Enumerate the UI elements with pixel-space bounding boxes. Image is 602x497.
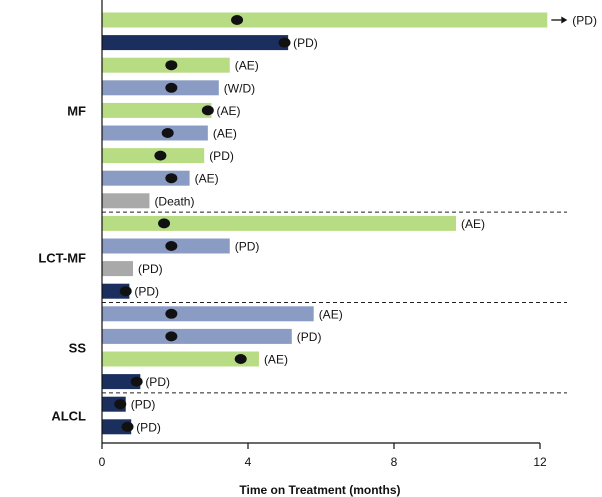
group-label: ALCL — [51, 409, 86, 424]
bar — [102, 193, 150, 209]
bar — [102, 148, 205, 164]
outcome-label: (AE) — [264, 353, 288, 367]
outcome-label: (PD) — [131, 398, 156, 412]
x-axis: 0 4 8 12 — [99, 442, 547, 469]
response-marker — [119, 286, 132, 297]
response-marker — [165, 241, 178, 251]
x-tick-label: 0 — [99, 455, 106, 469]
outcome-label: (PD) — [138, 262, 163, 276]
response-marker — [165, 173, 178, 184]
bar — [102, 102, 212, 118]
outcome-label: (AE) — [213, 127, 237, 141]
bar — [102, 374, 141, 390]
response-marker — [165, 82, 178, 93]
response-marker — [278, 37, 291, 48]
bar — [102, 125, 208, 141]
group-label: LCT-MF — [38, 250, 86, 265]
ongoing-arrowhead — [561, 16, 568, 24]
outcome-label: (W/D) — [224, 81, 255, 95]
response-marker — [165, 60, 178, 71]
response-marker — [201, 105, 214, 116]
response-marker — [121, 421, 134, 432]
response-marker — [165, 331, 178, 342]
response-marker — [161, 128, 174, 138]
outcome-label: (PD) — [145, 375, 170, 389]
bar — [102, 351, 259, 367]
response-marker — [154, 150, 167, 161]
outcome-label: (PD) — [235, 240, 260, 254]
outcome-label: (PD) — [293, 36, 318, 50]
group-label: MF — [67, 103, 86, 118]
outcome-label: (Death) — [154, 194, 194, 208]
x-axis-title: Time on Treatment (months) — [239, 483, 400, 497]
x-tick-label: 4 — [245, 455, 252, 469]
bar — [102, 80, 219, 96]
bar — [102, 35, 289, 51]
response-marker — [114, 399, 127, 410]
bar — [102, 328, 292, 344]
outcome-label: (PD) — [134, 285, 159, 299]
group-labels: MF LCT-MF SS ALCL — [38, 103, 86, 423]
group-dividers — [102, 211, 567, 394]
response-marker — [231, 15, 244, 25]
bars — [102, 12, 548, 435]
markers — [114, 15, 291, 432]
bar — [102, 12, 548, 28]
outcome-label: (AE) — [235, 59, 259, 73]
response-marker — [130, 376, 143, 387]
response-marker — [234, 354, 247, 364]
response-marker — [165, 308, 178, 319]
bar — [102, 215, 457, 231]
outcome-label: (PD) — [297, 330, 322, 344]
outcome-label: (PD) — [572, 14, 597, 28]
x-tick-label: 12 — [533, 455, 547, 469]
x-tick-label: 8 — [391, 455, 398, 469]
outcome-label: (AE) — [195, 172, 219, 186]
outcome-label: (PD) — [136, 420, 161, 434]
outcome-label: (PD) — [209, 149, 234, 163]
bar — [102, 261, 134, 277]
outcome-label: (AE) — [319, 307, 343, 321]
bar — [102, 306, 314, 322]
group-label: SS — [69, 341, 87, 356]
end-labels: (PD)(PD)(AE)(W/D)(AE)(AE)(PD)(AE)(Death)… — [131, 14, 597, 435]
outcome-label: (AE) — [461, 217, 485, 231]
response-marker — [158, 218, 171, 229]
outcome-label: (AE) — [217, 104, 241, 118]
